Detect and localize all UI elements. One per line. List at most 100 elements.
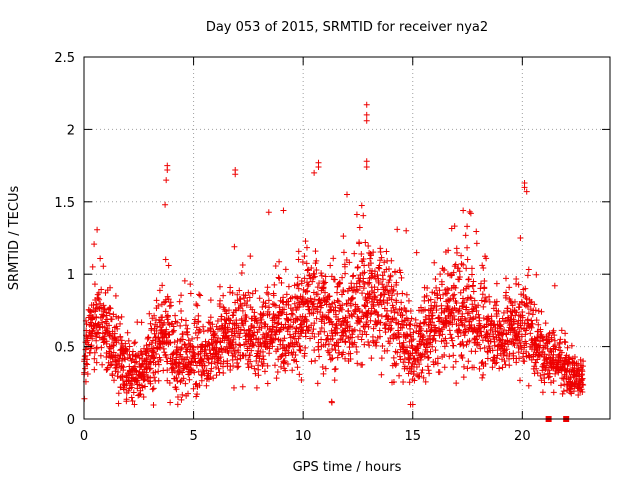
data-point	[539, 389, 546, 396]
grid	[84, 57, 610, 419]
data-point	[429, 336, 436, 343]
data-point	[306, 272, 313, 279]
data-point	[579, 375, 586, 382]
data-point	[174, 349, 181, 356]
data-point	[314, 284, 321, 291]
data-point	[124, 348, 131, 355]
data-point	[537, 372, 544, 379]
data-point	[133, 358, 140, 365]
data-point	[328, 318, 335, 325]
data-point	[271, 281, 278, 288]
data-point	[418, 369, 425, 376]
data-point	[378, 313, 385, 320]
data-point	[463, 304, 470, 311]
data-point	[303, 316, 310, 323]
data-point	[276, 275, 283, 282]
data-point	[485, 343, 492, 350]
data-point	[247, 253, 254, 260]
data-point	[472, 348, 479, 355]
data-point	[294, 274, 301, 281]
data-point	[466, 208, 473, 215]
data-point	[95, 289, 102, 296]
data-point	[324, 296, 331, 303]
data-point	[246, 352, 253, 359]
data-point	[469, 301, 476, 308]
data-point	[353, 286, 360, 293]
data-point	[410, 371, 417, 378]
data-point	[159, 282, 166, 289]
data-point	[522, 331, 529, 338]
data-point	[578, 386, 585, 393]
data-point	[393, 360, 400, 367]
data-point	[172, 312, 179, 319]
data-point	[271, 362, 278, 369]
data-point	[363, 312, 370, 319]
data-point	[517, 377, 524, 384]
data-point	[552, 342, 559, 349]
data-point	[492, 302, 499, 309]
data-point	[451, 291, 458, 298]
data-point	[115, 315, 122, 322]
data-point	[117, 320, 124, 327]
data-point	[464, 294, 471, 301]
data-point	[575, 392, 582, 399]
data-point	[564, 344, 571, 351]
data-point	[110, 342, 117, 349]
data-point	[494, 352, 501, 359]
data-point	[548, 348, 555, 355]
data-point	[388, 325, 395, 332]
data-point	[131, 401, 138, 408]
data-point	[517, 340, 524, 347]
data-point	[218, 313, 225, 320]
data-point	[568, 342, 575, 349]
data-point	[384, 347, 391, 354]
data-point	[450, 313, 457, 320]
data-point	[351, 326, 358, 333]
data-point	[252, 370, 259, 377]
data-point	[519, 314, 526, 321]
data-point	[184, 325, 191, 332]
data-point	[143, 356, 150, 363]
data-point	[220, 292, 227, 299]
data-point	[390, 286, 397, 293]
data-point	[570, 388, 577, 395]
data-point	[365, 323, 372, 330]
data-point	[410, 329, 417, 336]
data-point	[358, 251, 365, 258]
data-point	[139, 361, 146, 368]
data-point	[579, 389, 586, 396]
data-point	[575, 360, 582, 367]
data-point	[137, 391, 144, 398]
data-point	[191, 369, 198, 376]
data-point	[470, 278, 477, 285]
data-point	[296, 343, 303, 350]
data-point	[252, 287, 259, 294]
data-point	[449, 292, 456, 299]
data-point	[392, 268, 399, 275]
data-point	[273, 375, 280, 382]
data-point	[155, 361, 162, 368]
data-point	[326, 293, 333, 300]
data-point	[266, 304, 273, 311]
data-point	[253, 384, 260, 391]
data-point	[182, 380, 189, 387]
data-point	[314, 303, 321, 310]
data-point	[322, 289, 329, 296]
data-point	[479, 374, 486, 381]
data-point	[518, 325, 525, 332]
data-point	[149, 386, 156, 393]
data-point	[387, 273, 394, 280]
data-point	[131, 340, 138, 347]
data-point	[311, 320, 318, 327]
data-point	[195, 318, 202, 325]
data-point	[247, 337, 254, 344]
data-point	[448, 334, 455, 341]
data-point	[125, 337, 132, 344]
data-point	[220, 358, 227, 365]
data-point	[282, 266, 289, 273]
data-point	[264, 362, 271, 369]
data-point	[100, 263, 107, 270]
data-point	[392, 362, 399, 369]
data-point	[99, 319, 106, 326]
data-point	[334, 325, 341, 332]
